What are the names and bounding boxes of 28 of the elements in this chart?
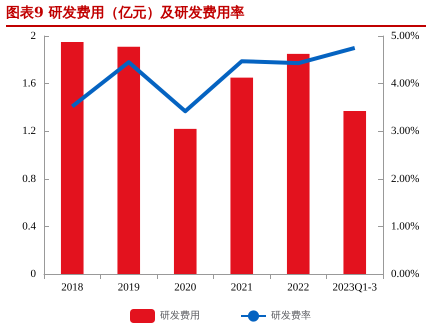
x-tick-label: 2020 (174, 282, 197, 294)
y2-tick-label: 2.00% (391, 172, 420, 185)
x-tick-label: 2021 (230, 282, 253, 294)
y2-tick-label: 5.00% (391, 30, 420, 42)
y2-tick-label: 1.00% (391, 220, 420, 232)
x-tick-label: 2018 (61, 282, 84, 294)
line-series (70, 46, 357, 114)
bar (286, 54, 310, 274)
y-tick-label: 0.8 (22, 172, 36, 185)
y-tick-label: 0 (30, 268, 36, 280)
chart-title: 图表9 研发费用（亿元）及研发费用率 (6, 4, 426, 27)
y2-tick-label: 3.00% (391, 125, 420, 138)
bar (343, 110, 366, 274)
y-tick-label: 1.2 (22, 125, 36, 138)
legend-label: 研发费率 (271, 310, 311, 322)
bar (117, 46, 140, 274)
y2-tick-label: 4.00% (391, 78, 420, 90)
x-tick-label: 2023Q1-3 (332, 282, 378, 294)
legend-label: 研发费用 (160, 310, 200, 322)
bar (230, 78, 254, 274)
y2-tick-label: 0.00% (391, 268, 420, 280)
x-tick-label: 2022 (287, 282, 310, 294)
bar (60, 42, 84, 274)
y-tick-label: 0.4 (22, 220, 36, 232)
x-tick-label: 2019 (118, 282, 140, 294)
bar (174, 128, 197, 274)
y-tick-label: 1.6 (22, 78, 36, 90)
y-tick-label: 2 (30, 30, 36, 42)
